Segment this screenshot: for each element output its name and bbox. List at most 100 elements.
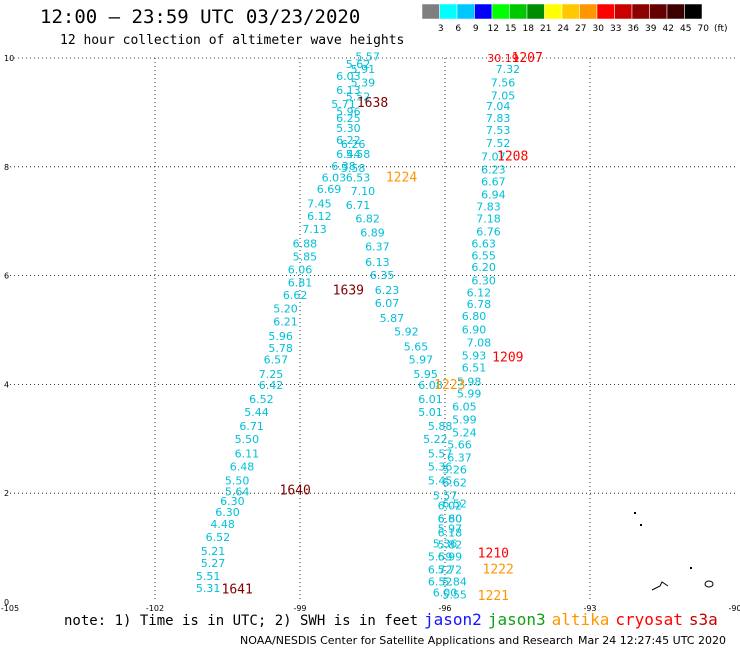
wave-height-value: 5.45 (428, 474, 453, 487)
credit-text: NOAA/NESDIS Center for Satellite Applica… (240, 634, 574, 647)
wave-height-value: 5.92 (394, 325, 419, 338)
wave-height-value: 6.72 (428, 564, 453, 577)
wave-height-value: 5.27 (201, 557, 226, 570)
wave-height-value: 5.96 (336, 106, 361, 119)
satellite-cryosat: cryosat (615, 610, 683, 629)
wave-height-value: 5.52 (346, 90, 371, 103)
wave-height-value: 5.20 (273, 303, 298, 316)
wave-height-value: 6.51 (462, 361, 487, 374)
colorbar-label: 45 (680, 24, 691, 34)
pass-time-label: 1640 (280, 483, 311, 498)
wave-height-value: 6.01 (418, 393, 443, 406)
wave-height-value: 6.63 (471, 237, 496, 250)
wave-height-value: 7.83 (486, 112, 511, 125)
wave-height-value: 5.59 (428, 551, 453, 564)
colorbar-label: 42 (663, 24, 674, 34)
x-tick-label: -96 (438, 604, 451, 613)
satellite-jason2: jason2 (424, 610, 482, 629)
colorbar-label: 27 (575, 24, 586, 34)
y-tick-label: 0 (4, 598, 9, 607)
colorbar-label: 6 (455, 24, 461, 34)
wave-height-value: 5.71 (331, 98, 356, 111)
wave-height-value: 5.62 (346, 58, 371, 71)
colorbar-label: 21 (540, 24, 551, 34)
colorbar-label: 39 (645, 24, 657, 34)
x-tick-label: -102 (146, 604, 164, 613)
colorbar-label: 9 (473, 24, 479, 34)
wave-height-value: 5.78 (268, 342, 293, 355)
wave-height-value: 5.01 (418, 406, 443, 419)
wave-height-value: 6.99 (438, 551, 463, 564)
wave-height-value: 7.52 (486, 137, 511, 150)
wave-height-value: 7.10 (351, 185, 376, 198)
wave-height-value: 6.12 (307, 210, 332, 223)
pass-time-label: 1638 (357, 96, 388, 111)
wave-height-value: 6.76 (476, 225, 501, 238)
wave-height-value: 5.98 (457, 375, 482, 388)
wave-height-value: 7.08 (467, 336, 492, 349)
wave-height-value: 5.72 (438, 564, 463, 577)
wave-height-value: 5.50 (225, 474, 250, 487)
wave-height-value: 5.58 (346, 148, 371, 161)
wave-height-value: 7.56 (491, 76, 516, 89)
colorbar-label: 12 (488, 24, 499, 34)
x-tick-label: -99 (293, 604, 306, 613)
page-subtitle: 12 hour collection of altimeter wave hei… (60, 33, 405, 48)
pass-time-label: 1221 (478, 589, 509, 604)
wave-height-value: 6.13 (336, 84, 361, 97)
wave-height-value: 5.97 (409, 354, 434, 367)
wave-height-value: 7.83 (476, 200, 501, 213)
wave-height-value: 6.26 (341, 138, 366, 151)
wave-height-value: 5.26 (442, 464, 467, 477)
wave-height-value: 6.88 (293, 237, 318, 250)
wave-height-value: 6.30 (220, 495, 245, 508)
wave-height-value: 5.36 (428, 460, 453, 473)
wave-height-value: 5.44 (244, 406, 269, 419)
x-tick-label: -90 (728, 604, 740, 613)
satellite-legend: jason2 jason3 altika cryosat s3a (424, 610, 724, 629)
wave-height-value: 6.81 (288, 276, 313, 289)
page-title: 12:00 – 23:59 UTC 03/23/2020 (40, 6, 361, 28)
wave-height-value: 5.58 (341, 162, 366, 175)
wave-height-value: 5.21 (201, 545, 226, 558)
wave-height-value: 5.39 (351, 76, 376, 89)
wave-height-value: 5.99 (457, 387, 482, 400)
wave-height-value: 6.07 (375, 297, 400, 310)
wave-height-value: 6.44 (336, 148, 361, 161)
pass-time-label: 1222 (483, 563, 514, 578)
wave-height-value: 5.31 (196, 582, 221, 595)
wave-height-value: 6.13 (365, 256, 390, 269)
wave-height-value: 5.95 (413, 368, 438, 381)
wave-height-value: 5.97 (438, 522, 463, 535)
wave-height-value: 5.57 (433, 490, 458, 503)
wave-height-value: 4.48 (210, 518, 235, 531)
satellite-s3a: s3a (688, 610, 718, 629)
wave-height-value: 5.93 (462, 349, 487, 362)
wave-height-value: 6.71 (346, 199, 371, 212)
wave-height-value: 7.18 (476, 212, 501, 225)
wave-height-value: 5.82 (438, 539, 463, 552)
pass-time-label: 1641 (222, 582, 253, 597)
wave-height-value: 5.22 (423, 433, 448, 446)
pass-time-label: 1223 (434, 378, 465, 393)
wave-height-value: 6.67 (481, 175, 506, 188)
wave-height-value: 7.53 (486, 124, 511, 137)
wave-height-value: 6.00 (433, 587, 458, 600)
wave-height-value: 5.66 (447, 439, 472, 452)
wave-height-value: 6.18 (438, 527, 463, 540)
colorbar-label: 3 (438, 24, 444, 34)
island-mark (640, 524, 642, 526)
wave-height-value: 7.13 (302, 223, 327, 236)
wave-height-value: 6.80 (438, 513, 463, 526)
colorbar-label: (ft) (714, 24, 728, 34)
wave-height-value: 6.42 (259, 379, 284, 392)
colorbar-label: 15 (505, 24, 516, 34)
wave-height-value: 6.52 (249, 393, 274, 406)
wave-height-value: 6.60 (438, 513, 463, 526)
wave-height-value: 6.38 (331, 160, 356, 173)
x-tick-label: -105 (1, 604, 19, 613)
y-tick-label: 10 (4, 54, 14, 63)
wave-height-value: 5.55 (442, 589, 467, 602)
pass-time-label: 1207 (512, 51, 543, 66)
